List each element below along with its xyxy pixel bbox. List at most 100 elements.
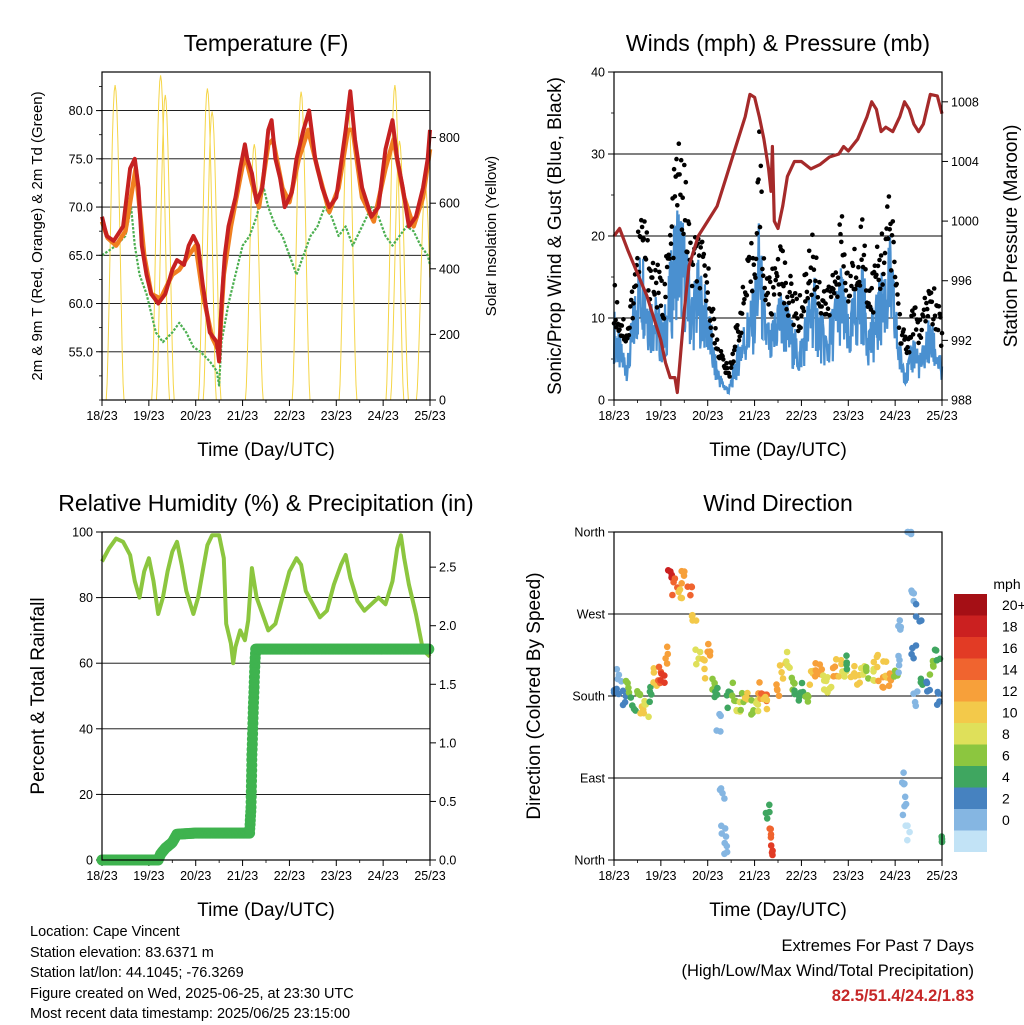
direction-point bbox=[677, 594, 685, 602]
gust-point bbox=[813, 278, 818, 284]
gust-point bbox=[881, 260, 887, 266]
gust-point bbox=[710, 333, 715, 338]
gust-point bbox=[703, 273, 708, 278]
direction-point bbox=[692, 617, 700, 624]
gust-point bbox=[852, 246, 857, 252]
colorbar-swatch bbox=[954, 744, 987, 766]
direction-point bbox=[766, 801, 773, 809]
direction-point bbox=[717, 712, 724, 720]
gust-point bbox=[892, 274, 898, 280]
direction-point bbox=[663, 643, 671, 651]
gust-point bbox=[617, 327, 622, 332]
gust-point bbox=[885, 236, 891, 242]
gust-point bbox=[928, 290, 934, 296]
y-axis-label: Sonic/Prop Wind & Gust (Blue, Black) bbox=[545, 77, 566, 395]
direction-point bbox=[870, 658, 878, 666]
gust-point bbox=[789, 281, 794, 287]
gust-point bbox=[801, 308, 807, 314]
gust-point bbox=[744, 293, 750, 298]
gust-point bbox=[682, 162, 687, 168]
gust-point bbox=[836, 282, 842, 287]
direction-point bbox=[754, 701, 762, 708]
colorbar-swatch bbox=[954, 701, 987, 723]
plot-border bbox=[101, 531, 431, 861]
colorbar-label: 12 bbox=[1002, 683, 1018, 699]
gust-point bbox=[794, 296, 799, 302]
gust-point bbox=[766, 302, 771, 307]
y-tick-label: 80 bbox=[79, 591, 93, 605]
direction-point bbox=[930, 663, 937, 670]
colorbar-label: 10 bbox=[1002, 705, 1018, 721]
y-tick-label: 60 bbox=[79, 657, 93, 671]
gust-point bbox=[685, 249, 690, 255]
y-tick-label: 40 bbox=[591, 66, 605, 80]
direction-point bbox=[804, 692, 811, 699]
x-tick-label: 19/23 bbox=[133, 409, 164, 423]
gust-point bbox=[811, 267, 817, 273]
gust-point bbox=[919, 327, 924, 333]
gust-point bbox=[805, 295, 810, 301]
solar-peak bbox=[390, 140, 409, 401]
gust-point bbox=[742, 297, 747, 302]
gust-point bbox=[627, 325, 632, 331]
direction-point bbox=[669, 591, 676, 599]
gust-point bbox=[667, 256, 672, 261]
gust-point bbox=[932, 313, 938, 319]
gust-point bbox=[727, 374, 732, 379]
gust-point bbox=[796, 328, 801, 334]
x-tick-label: 20/23 bbox=[180, 409, 211, 423]
gust-point bbox=[659, 278, 664, 284]
direction-point bbox=[721, 795, 728, 802]
y-tick-label: 0 bbox=[86, 854, 93, 868]
direction-point bbox=[619, 701, 627, 709]
x-tick-label: 19/23 bbox=[133, 869, 164, 883]
gust-point bbox=[728, 365, 734, 371]
gust-point bbox=[735, 323, 740, 328]
speed-colorbar bbox=[954, 594, 987, 852]
dewpoint-series bbox=[100, 89, 432, 364]
gust-series bbox=[611, 129, 945, 379]
y2-tick-label: 2.0 bbox=[439, 619, 456, 633]
gust-point bbox=[938, 343, 944, 349]
direction-point bbox=[791, 690, 798, 698]
gust-point bbox=[911, 312, 917, 317]
gust-point bbox=[612, 282, 618, 288]
gust-point bbox=[652, 292, 657, 297]
x-tick-label: 24/23 bbox=[880, 869, 911, 883]
gust-point bbox=[791, 322, 796, 328]
gust-point bbox=[614, 300, 620, 305]
direction-point bbox=[896, 656, 903, 664]
gust-point bbox=[663, 294, 668, 300]
gust-point bbox=[923, 319, 928, 324]
direction-point bbox=[744, 689, 751, 697]
gust-point bbox=[878, 253, 884, 258]
gust-point bbox=[754, 231, 760, 236]
gust-point bbox=[702, 263, 707, 268]
solar-peak bbox=[105, 85, 125, 401]
gust-point bbox=[749, 288, 755, 294]
colorbar-label: 18 bbox=[1002, 619, 1018, 635]
gust-point bbox=[857, 283, 863, 288]
x-tick-label: 20/23 bbox=[180, 869, 211, 883]
direction-point bbox=[843, 652, 850, 659]
extremes-subtitle: (High/Low/Max Wind/Total Precipitation) bbox=[681, 962, 974, 980]
gust-point bbox=[662, 281, 668, 287]
direction-point bbox=[912, 702, 920, 710]
gust-point bbox=[876, 277, 881, 283]
gust-point bbox=[790, 298, 796, 304]
gust-point bbox=[793, 311, 799, 316]
gust-point bbox=[697, 285, 703, 291]
gust-point bbox=[739, 330, 744, 336]
gust-point bbox=[748, 279, 753, 285]
direction-point bbox=[896, 617, 904, 624]
direction-point bbox=[783, 648, 791, 656]
gust-point bbox=[689, 283, 695, 289]
direction-point bbox=[910, 690, 917, 697]
direction-point bbox=[641, 697, 648, 705]
gust-point bbox=[740, 284, 746, 290]
x-tick-label: 23/23 bbox=[321, 409, 352, 423]
gust-point bbox=[669, 224, 675, 229]
direction-point bbox=[718, 822, 725, 830]
gust-point bbox=[847, 293, 853, 299]
x-tick-label: 19/23 bbox=[645, 409, 676, 423]
